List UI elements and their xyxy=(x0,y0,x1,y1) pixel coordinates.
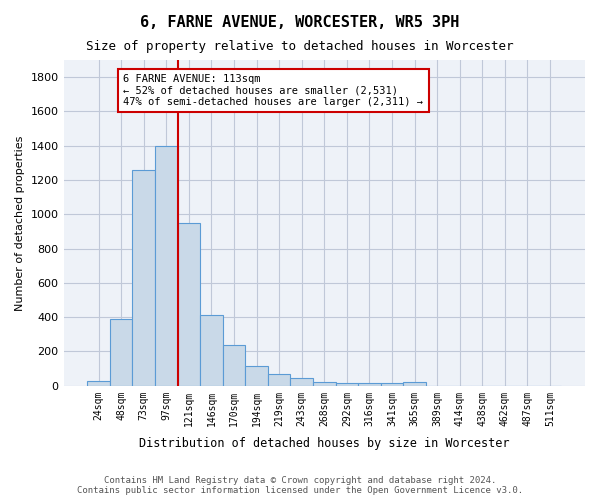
Bar xyxy=(358,383,381,386)
Bar xyxy=(200,316,223,386)
Bar xyxy=(245,366,268,386)
Text: 6 FARNE AVENUE: 113sqm
← 52% of detached houses are smaller (2,531)
47% of semi-: 6 FARNE AVENUE: 113sqm ← 52% of detached… xyxy=(124,74,424,107)
Bar xyxy=(133,170,155,386)
Bar xyxy=(290,378,313,386)
Bar xyxy=(178,223,200,386)
Bar xyxy=(155,146,178,386)
Y-axis label: Number of detached properties: Number of detached properties xyxy=(15,135,25,310)
Bar xyxy=(87,380,110,386)
Bar xyxy=(223,346,245,386)
Bar xyxy=(403,382,426,386)
Text: Contains HM Land Registry data © Crown copyright and database right 2024.
Contai: Contains HM Land Registry data © Crown c… xyxy=(77,476,523,495)
Bar xyxy=(268,374,290,386)
Bar xyxy=(313,382,335,386)
Bar xyxy=(335,383,358,386)
Text: Size of property relative to detached houses in Worcester: Size of property relative to detached ho… xyxy=(86,40,514,53)
Text: 6, FARNE AVENUE, WORCESTER, WR5 3PH: 6, FARNE AVENUE, WORCESTER, WR5 3PH xyxy=(140,15,460,30)
Bar xyxy=(381,383,403,386)
X-axis label: Distribution of detached houses by size in Worcester: Distribution of detached houses by size … xyxy=(139,437,509,450)
Bar xyxy=(110,319,133,386)
